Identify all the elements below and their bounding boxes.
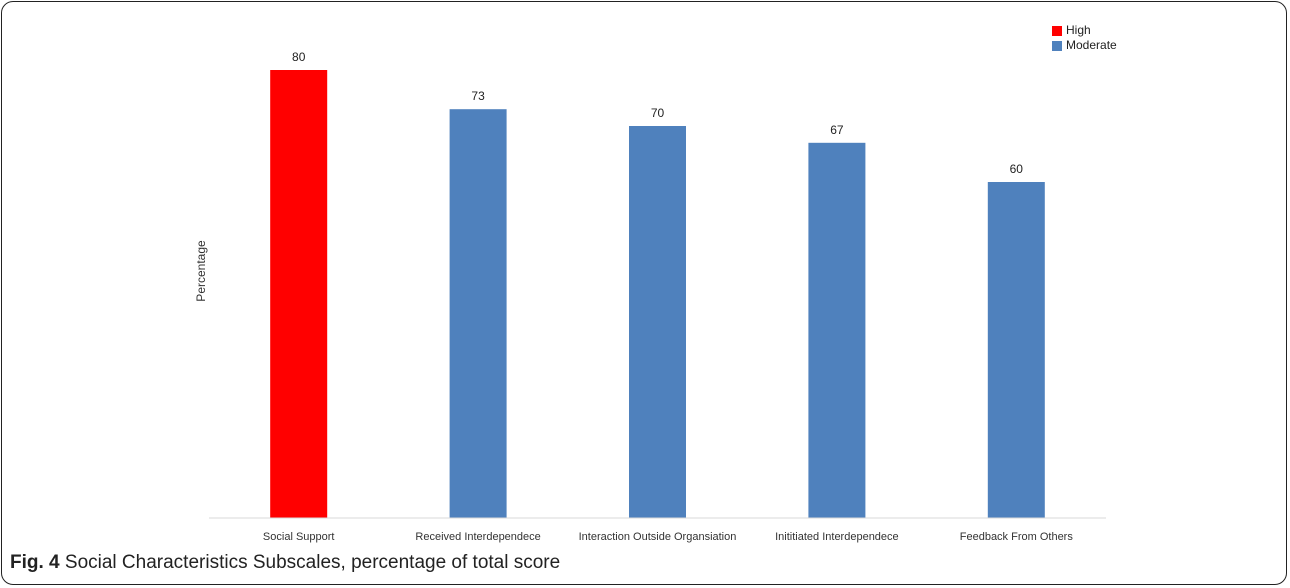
data-label-interaction-outside-organsiation: 70 bbox=[651, 106, 665, 120]
bar-inititiated-interdependece bbox=[808, 142, 866, 519]
y-axis-label: Percentage bbox=[194, 240, 208, 302]
figure-number: Fig. 4 bbox=[10, 552, 60, 573]
x-tick-label-feedback-from-others: Feedback From Others bbox=[960, 531, 1074, 543]
legend-label-high: High bbox=[1066, 23, 1091, 37]
legend: High Moderate bbox=[1052, 23, 1117, 53]
x-tick-labels: Social Support Received Interdependece Int… bbox=[263, 531, 1073, 543]
x-tick-label-inititiated-interdependece: Inititiated Interdependece bbox=[775, 531, 899, 543]
x-tick-label-social-support: Social Support bbox=[263, 531, 335, 543]
x-tick-label-interaction-outside-organsiation: Interaction Outside Organsiation bbox=[579, 531, 737, 543]
bar-interaction-outside-organsiation bbox=[629, 126, 686, 518]
data-label-social-support: 80 bbox=[292, 50, 306, 64]
legend-swatch-moderate bbox=[1052, 40, 1062, 51]
data-label-feedback-from-others: 60 bbox=[1010, 162, 1024, 176]
bar-feedback-from-others bbox=[987, 182, 1045, 518]
data-label-inititiated-interdependece: 67 bbox=[830, 123, 844, 137]
x-tick-label-received-interdependece: Received Interdependece bbox=[415, 531, 540, 543]
bar-received-interdependece bbox=[449, 109, 507, 518]
figure-caption-text: Social Characteristics Subscales, percen… bbox=[64, 552, 561, 573]
legend-label-moderate: Moderate bbox=[1066, 38, 1117, 52]
legend-swatch-high bbox=[1052, 25, 1062, 36]
figure-caption: Fig. 4 Social Characteristics Subscales,… bbox=[10, 551, 560, 575]
data-label-received-interdependece: 73 bbox=[471, 89, 485, 103]
legend-item-high: High bbox=[1052, 23, 1117, 38]
bars-group: 80 73 70 67 60 bbox=[270, 50, 1045, 519]
legend-item-moderate: Moderate bbox=[1052, 38, 1117, 53]
bar-social-support bbox=[270, 70, 328, 518]
